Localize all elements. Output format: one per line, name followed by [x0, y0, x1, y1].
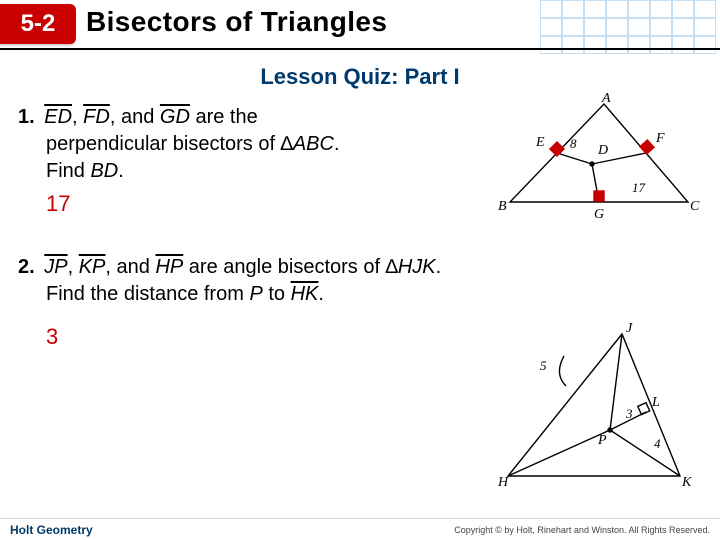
- fig2-label-J: J: [626, 321, 633, 336]
- q1-line2b: .: [334, 133, 340, 155]
- fig2-num-3: 3: [625, 406, 633, 421]
- footer-brand: Holt Geometry: [10, 523, 93, 537]
- q1-number: 1.: [18, 106, 35, 128]
- q1-sep2: , and: [110, 106, 160, 128]
- q1-line3b: .: [118, 160, 124, 182]
- q2-number: 2.: [18, 256, 35, 278]
- q2-seg-kp: KP: [79, 256, 106, 278]
- q1-seg-ed: ED: [44, 106, 72, 128]
- q2-sep2: , and: [105, 256, 155, 278]
- q2-seg-hp: HP: [155, 256, 183, 278]
- q1-triangle: ABC: [293, 133, 334, 155]
- footer-copyright: Copyright © by Holt, Rinehart and Winsto…: [454, 525, 710, 535]
- figure-1: A B C E F G D 8 17: [492, 92, 702, 232]
- fig1-num-17: 17: [632, 180, 646, 195]
- q1-answer: 17: [18, 189, 458, 219]
- q2-sep1: ,: [68, 256, 79, 278]
- fig1-label-B: B: [498, 199, 507, 214]
- fig1-label-D: D: [597, 143, 608, 158]
- fig1-label-G: G: [594, 207, 604, 222]
- q1-tail1: are the: [190, 106, 258, 128]
- fig1-num-8: 8: [570, 136, 577, 151]
- header-grid: [540, 0, 720, 52]
- quiz-title: Lesson Quiz: Part I: [0, 64, 720, 90]
- q2-seg-jp: JP: [44, 256, 67, 278]
- fig2-label-K: K: [681, 475, 692, 490]
- q1-find-seg: BD: [90, 160, 118, 182]
- q2-line2b: to: [263, 283, 291, 305]
- fig2-label-L: L: [651, 395, 660, 410]
- q2-tail2: .: [436, 256, 442, 278]
- question-1: 1. ED, FD, and GD are the perpendicular …: [18, 104, 458, 219]
- fig2-num-4: 4: [654, 436, 661, 451]
- q2-p: P: [249, 283, 262, 305]
- header: 5-2 Bisectors of Triangles: [0, 0, 720, 52]
- q1-line3a: Find: [46, 160, 90, 182]
- q1-seg-fd: FD: [83, 106, 110, 128]
- fig2-label-H: H: [497, 475, 509, 490]
- figure-2: J H K L P 5 3 4: [494, 320, 694, 490]
- q1-line2a: perpendicular bisectors of ∆: [46, 133, 293, 155]
- q2-line2a: Find the distance from: [46, 283, 249, 305]
- fig2-num-5: 5: [540, 358, 547, 373]
- header-rule: [0, 48, 720, 50]
- q2-seg-hk: HK: [291, 283, 319, 305]
- fig1-label-E: E: [535, 135, 545, 150]
- q2-tail1: are angle bisectors of ∆: [183, 256, 398, 278]
- footer: Holt Geometry Copyright © by Holt, Rineh…: [0, 518, 720, 540]
- q2-triangle: HJK: [398, 256, 436, 278]
- fig1-label-A: A: [601, 92, 611, 106]
- q2-line2c: .: [318, 283, 324, 305]
- fig2-label-P: P: [597, 433, 607, 448]
- q1-sep1: ,: [72, 106, 83, 128]
- q1-seg-gd: GD: [160, 106, 190, 128]
- lesson-number-pill: 5-2: [0, 4, 76, 44]
- fig1-label-F: F: [655, 131, 665, 146]
- fig1-label-C: C: [690, 199, 700, 214]
- lesson-title: Bisectors of Triangles: [86, 6, 387, 38]
